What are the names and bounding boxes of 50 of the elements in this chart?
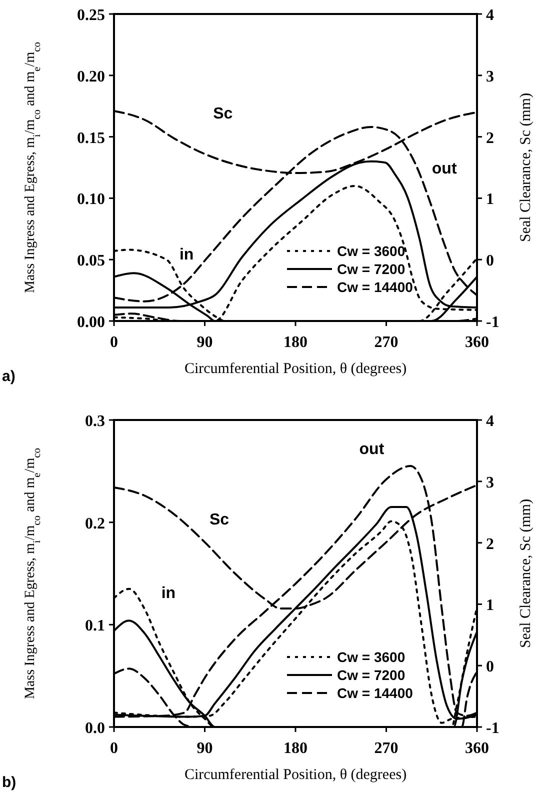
y2-tick-label: 4 bbox=[486, 7, 494, 24]
y2-axis-title: Seal Clearance, Sc (mm) bbox=[518, 498, 534, 648]
y2-tick-label: 3 bbox=[486, 474, 494, 492]
y-tick-label: 0.25 bbox=[77, 7, 105, 24]
legend-label: Cw = 7200 bbox=[337, 261, 406, 277]
y2-tick-label: 2 bbox=[486, 536, 494, 553]
y2-tick-label: -1 bbox=[486, 314, 500, 331]
y2-tick-label: 0 bbox=[486, 658, 494, 676]
annotation: in bbox=[161, 585, 176, 602]
x-tick-label: 180 bbox=[284, 740, 308, 757]
legend-label: Cw = 3600 bbox=[337, 243, 406, 259]
annotation: in bbox=[179, 246, 194, 264]
legend-label: Cw = 7200 bbox=[337, 667, 406, 683]
y-tick-label: 0.0 bbox=[85, 720, 105, 737]
y2-axis-title: Seal Clearance, Sc (mm) bbox=[518, 92, 534, 242]
x-tick-label: 180 bbox=[284, 334, 308, 351]
annotation: Sc bbox=[209, 511, 230, 528]
text: b) bbox=[2, 774, 16, 791]
x-tick-label: 360 bbox=[465, 740, 489, 757]
y-tick-label: 0.05 bbox=[77, 252, 105, 270]
y2-tick-label: 0 bbox=[486, 252, 494, 270]
y2-tick-label: 1 bbox=[486, 191, 494, 208]
x-axis-title: Circumferential Position, θ (degrees) bbox=[184, 361, 407, 377]
x-tick-label: 360 bbox=[465, 334, 489, 351]
y2-tick-label: 3 bbox=[486, 68, 494, 86]
y-tick-label: 0.15 bbox=[77, 130, 105, 147]
legend-label: Cw = 14400 bbox=[337, 279, 414, 295]
y2-tick-label: 4 bbox=[486, 413, 494, 430]
x-tick-label: 90 bbox=[196, 334, 213, 351]
y-tick-label: 0.00 bbox=[77, 314, 105, 331]
y-tick-label: 0.10 bbox=[77, 191, 105, 208]
annotation: out bbox=[359, 440, 385, 458]
x-tick-label: 0 bbox=[110, 740, 118, 757]
annotation: out bbox=[432, 160, 458, 178]
text: a) bbox=[2, 368, 16, 385]
legend-label: Cw = 14400 bbox=[337, 685, 414, 701]
annotation: Sc bbox=[213, 105, 233, 122]
x-tick-label: 270 bbox=[374, 740, 398, 757]
x-tick-label: 0 bbox=[110, 334, 118, 351]
legend-label: Cw = 3600 bbox=[337, 649, 406, 665]
x-axis-title: Circumferential Position, θ (degrees) bbox=[184, 767, 407, 783]
x-tick-label: 90 bbox=[196, 740, 213, 757]
y-tick-label: 0.1 bbox=[85, 618, 105, 635]
y2-tick-label: 1 bbox=[486, 597, 494, 614]
y2-tick-label: 2 bbox=[486, 130, 494, 147]
x-tick-label: 270 bbox=[374, 334, 398, 351]
y2-tick-label: -1 bbox=[486, 720, 500, 737]
y-tick-label: 0.2 bbox=[85, 515, 105, 532]
y-tick-label: 0.3 bbox=[85, 413, 105, 430]
y-tick-label: 0.20 bbox=[77, 68, 105, 86]
